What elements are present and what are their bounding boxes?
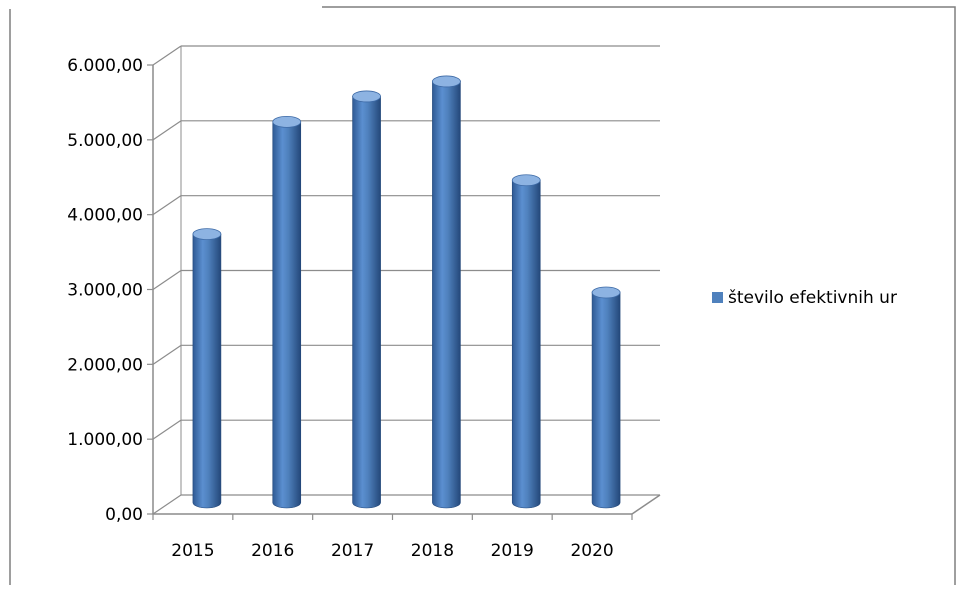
gridline-diagonal [152, 45, 182, 66]
gridlines [147, 45, 660, 515]
y-tick-label: 5.000,00 [67, 131, 143, 151]
bar-body [432, 81, 461, 509]
bar-body [192, 233, 222, 509]
bar-body [511, 179, 541, 509]
floor-right-edge [631, 494, 661, 515]
gridline-diagonal [152, 120, 182, 141]
bar-body [352, 96, 381, 509]
x-tick-label: 2015 [171, 541, 214, 561]
bar-2018 [432, 75, 461, 509]
bar-top-cap [352, 90, 381, 103]
legend: število efektivnih ur [712, 288, 897, 308]
bar-body [272, 121, 302, 509]
gridline-diagonal [152, 270, 182, 290]
x-tick-label: 2017 [331, 541, 374, 561]
bar-2015 [192, 228, 222, 509]
y-tick-label: 0,00 [105, 505, 143, 525]
bar-top-cap [591, 286, 621, 299]
gridline-diagonal [152, 195, 182, 216]
x-tick-label: 2018 [411, 541, 454, 561]
legend-label: število efektivnih ur [728, 288, 897, 308]
title-mask [0, 0, 322, 9]
x-tick-label: 2020 [570, 541, 613, 561]
y-tick-label: 4.000,00 [67, 206, 143, 226]
x-axis-ticks: 2015 2016 2017 2018 2019 2020 [152, 514, 633, 561]
bar-2020 [591, 286, 621, 509]
bars [192, 75, 621, 509]
y-tick-label: 3.000,00 [67, 281, 143, 301]
bar-2016 [272, 115, 302, 509]
bar-top-cap [272, 115, 302, 128]
gridline-diagonal [152, 419, 182, 440]
bar-top-cap [432, 75, 461, 88]
bar-2019 [511, 174, 541, 509]
bar-body [591, 292, 621, 509]
gridline-diagonal [152, 344, 182, 365]
bar-2017 [352, 90, 381, 509]
plot-walls [152, 46, 661, 515]
y-axis-ticks: 0,00 1.000,00 2.000,00 3.000,00 4.000,00 5.00… [67, 56, 143, 525]
bar-top-cap [511, 174, 541, 187]
y-tick-label: 1.000,00 [67, 430, 143, 450]
y-tick-label: 2.000,00 [67, 355, 143, 375]
y-tick-label: 6.000,00 [67, 56, 143, 76]
legend-swatch [712, 292, 723, 303]
x-tick-label: 2019 [491, 541, 534, 561]
x-tick-label: 2016 [251, 541, 294, 561]
bar-top-cap [192, 228, 222, 241]
gridline-diagonal [152, 494, 182, 515]
